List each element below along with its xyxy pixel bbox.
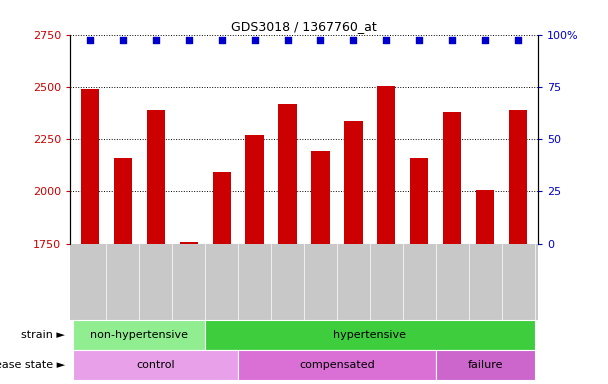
- Bar: [378, 86, 395, 243]
- Text: disease state ►: disease state ►: [0, 360, 65, 370]
- Point: [85, 37, 95, 43]
- Bar: [476, 190, 494, 243]
- Bar: [278, 104, 297, 243]
- Bar: [179, 242, 198, 243]
- Point: [216, 37, 226, 43]
- Point: [415, 37, 424, 43]
- Bar: [81, 89, 98, 243]
- Text: failure: failure: [468, 360, 503, 370]
- Text: compensated: compensated: [299, 360, 375, 370]
- Point: [283, 37, 292, 43]
- Bar: [147, 110, 165, 243]
- Point: [184, 37, 193, 43]
- Bar: [73, 350, 238, 380]
- Point: [480, 37, 490, 43]
- Point: [513, 37, 523, 43]
- Point: [151, 37, 161, 43]
- Bar: [238, 350, 436, 380]
- Bar: [510, 110, 527, 243]
- Bar: [246, 135, 264, 243]
- Point: [382, 37, 392, 43]
- Point: [348, 37, 358, 43]
- Point: [250, 37, 260, 43]
- Point: [118, 37, 128, 43]
- Bar: [443, 112, 461, 243]
- Point: [447, 37, 457, 43]
- Bar: [436, 350, 535, 380]
- Title: GDS3018 / 1367760_at: GDS3018 / 1367760_at: [231, 20, 377, 33]
- Bar: [344, 121, 362, 243]
- Bar: [213, 172, 230, 243]
- Bar: [410, 158, 429, 243]
- Bar: [73, 320, 205, 350]
- Point: [316, 37, 325, 43]
- Text: strain ►: strain ►: [21, 330, 65, 340]
- Bar: [205, 320, 535, 350]
- Text: control: control: [136, 360, 175, 370]
- Bar: [114, 158, 132, 243]
- Text: hypertensive: hypertensive: [333, 330, 406, 340]
- Text: non-hypertensive: non-hypertensive: [90, 330, 188, 340]
- Bar: [311, 151, 330, 243]
